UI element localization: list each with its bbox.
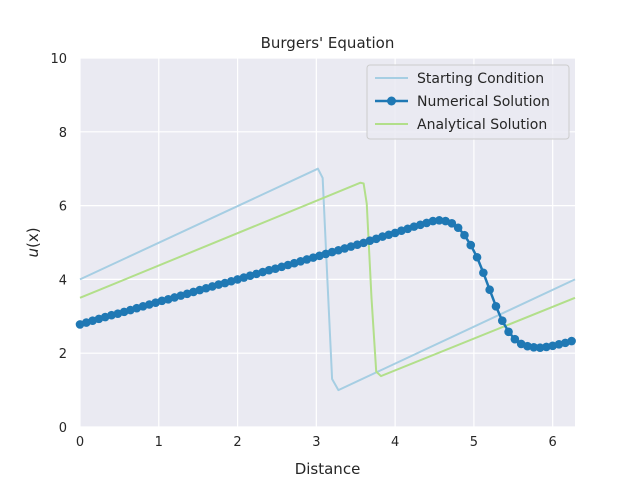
x-tick-label: 5: [470, 435, 478, 450]
legend-marker-numerical-solution: [387, 96, 396, 106]
data-point: [529, 342, 539, 352]
x-tick-label: 3: [312, 435, 320, 450]
data-point: [434, 216, 444, 225]
tick-labels: 0 1 2 3 4 5 6 0 2 4 6 8 10: [50, 52, 556, 450]
y-tick-label: 4: [59, 273, 67, 288]
chart-title: Burgers' Equation: [261, 34, 395, 52]
x-tick-label: 0: [76, 435, 84, 450]
legend-box: [366, 64, 570, 140]
y-tick-label: 2: [59, 347, 67, 362]
x-tick-label: 6: [549, 435, 557, 450]
data-point: [479, 268, 488, 278]
data-point: [453, 223, 463, 233]
data-point: [491, 302, 501, 311]
data-point: [510, 334, 520, 344]
x-tick-label: 2: [233, 435, 241, 450]
data-point: [504, 327, 513, 337]
y-axis-label-arg: (x): [24, 227, 42, 248]
data-point: [447, 219, 457, 228]
data-point: [485, 285, 494, 295]
y-axis-label-var: u: [24, 248, 42, 258]
data-point: [460, 230, 469, 240]
legend-label-analytical-solution: Analytical Solution: [417, 117, 547, 133]
x-tick-label: 1: [155, 435, 163, 450]
legend-label-numerical-solution: Numerical Solution: [417, 94, 550, 110]
y-tick-label: 6: [59, 200, 67, 215]
data-point: [535, 343, 545, 352]
series-line-starting-condition: [79, 167, 576, 392]
data-point: [472, 252, 482, 262]
series-line-analytical-solution: [79, 181, 576, 378]
legend-label-starting-condition: Starting Condition: [417, 71, 544, 87]
y-tick-label: 0: [59, 421, 67, 436]
data-point: [428, 216, 438, 226]
data-point: [497, 316, 507, 326]
data-point: [567, 336, 576, 346]
y-axis-label: u(x): [24, 227, 42, 257]
y-tick-label: 8: [59, 126, 67, 141]
x-tick-label: 4: [391, 435, 399, 450]
y-tick-label: 10: [50, 52, 67, 67]
data-point: [466, 240, 476, 250]
series-layer: [75, 167, 576, 392]
x-axis-label: Distance: [295, 460, 361, 478]
legend: Starting Condition Numerical Solution An…: [366, 64, 570, 140]
